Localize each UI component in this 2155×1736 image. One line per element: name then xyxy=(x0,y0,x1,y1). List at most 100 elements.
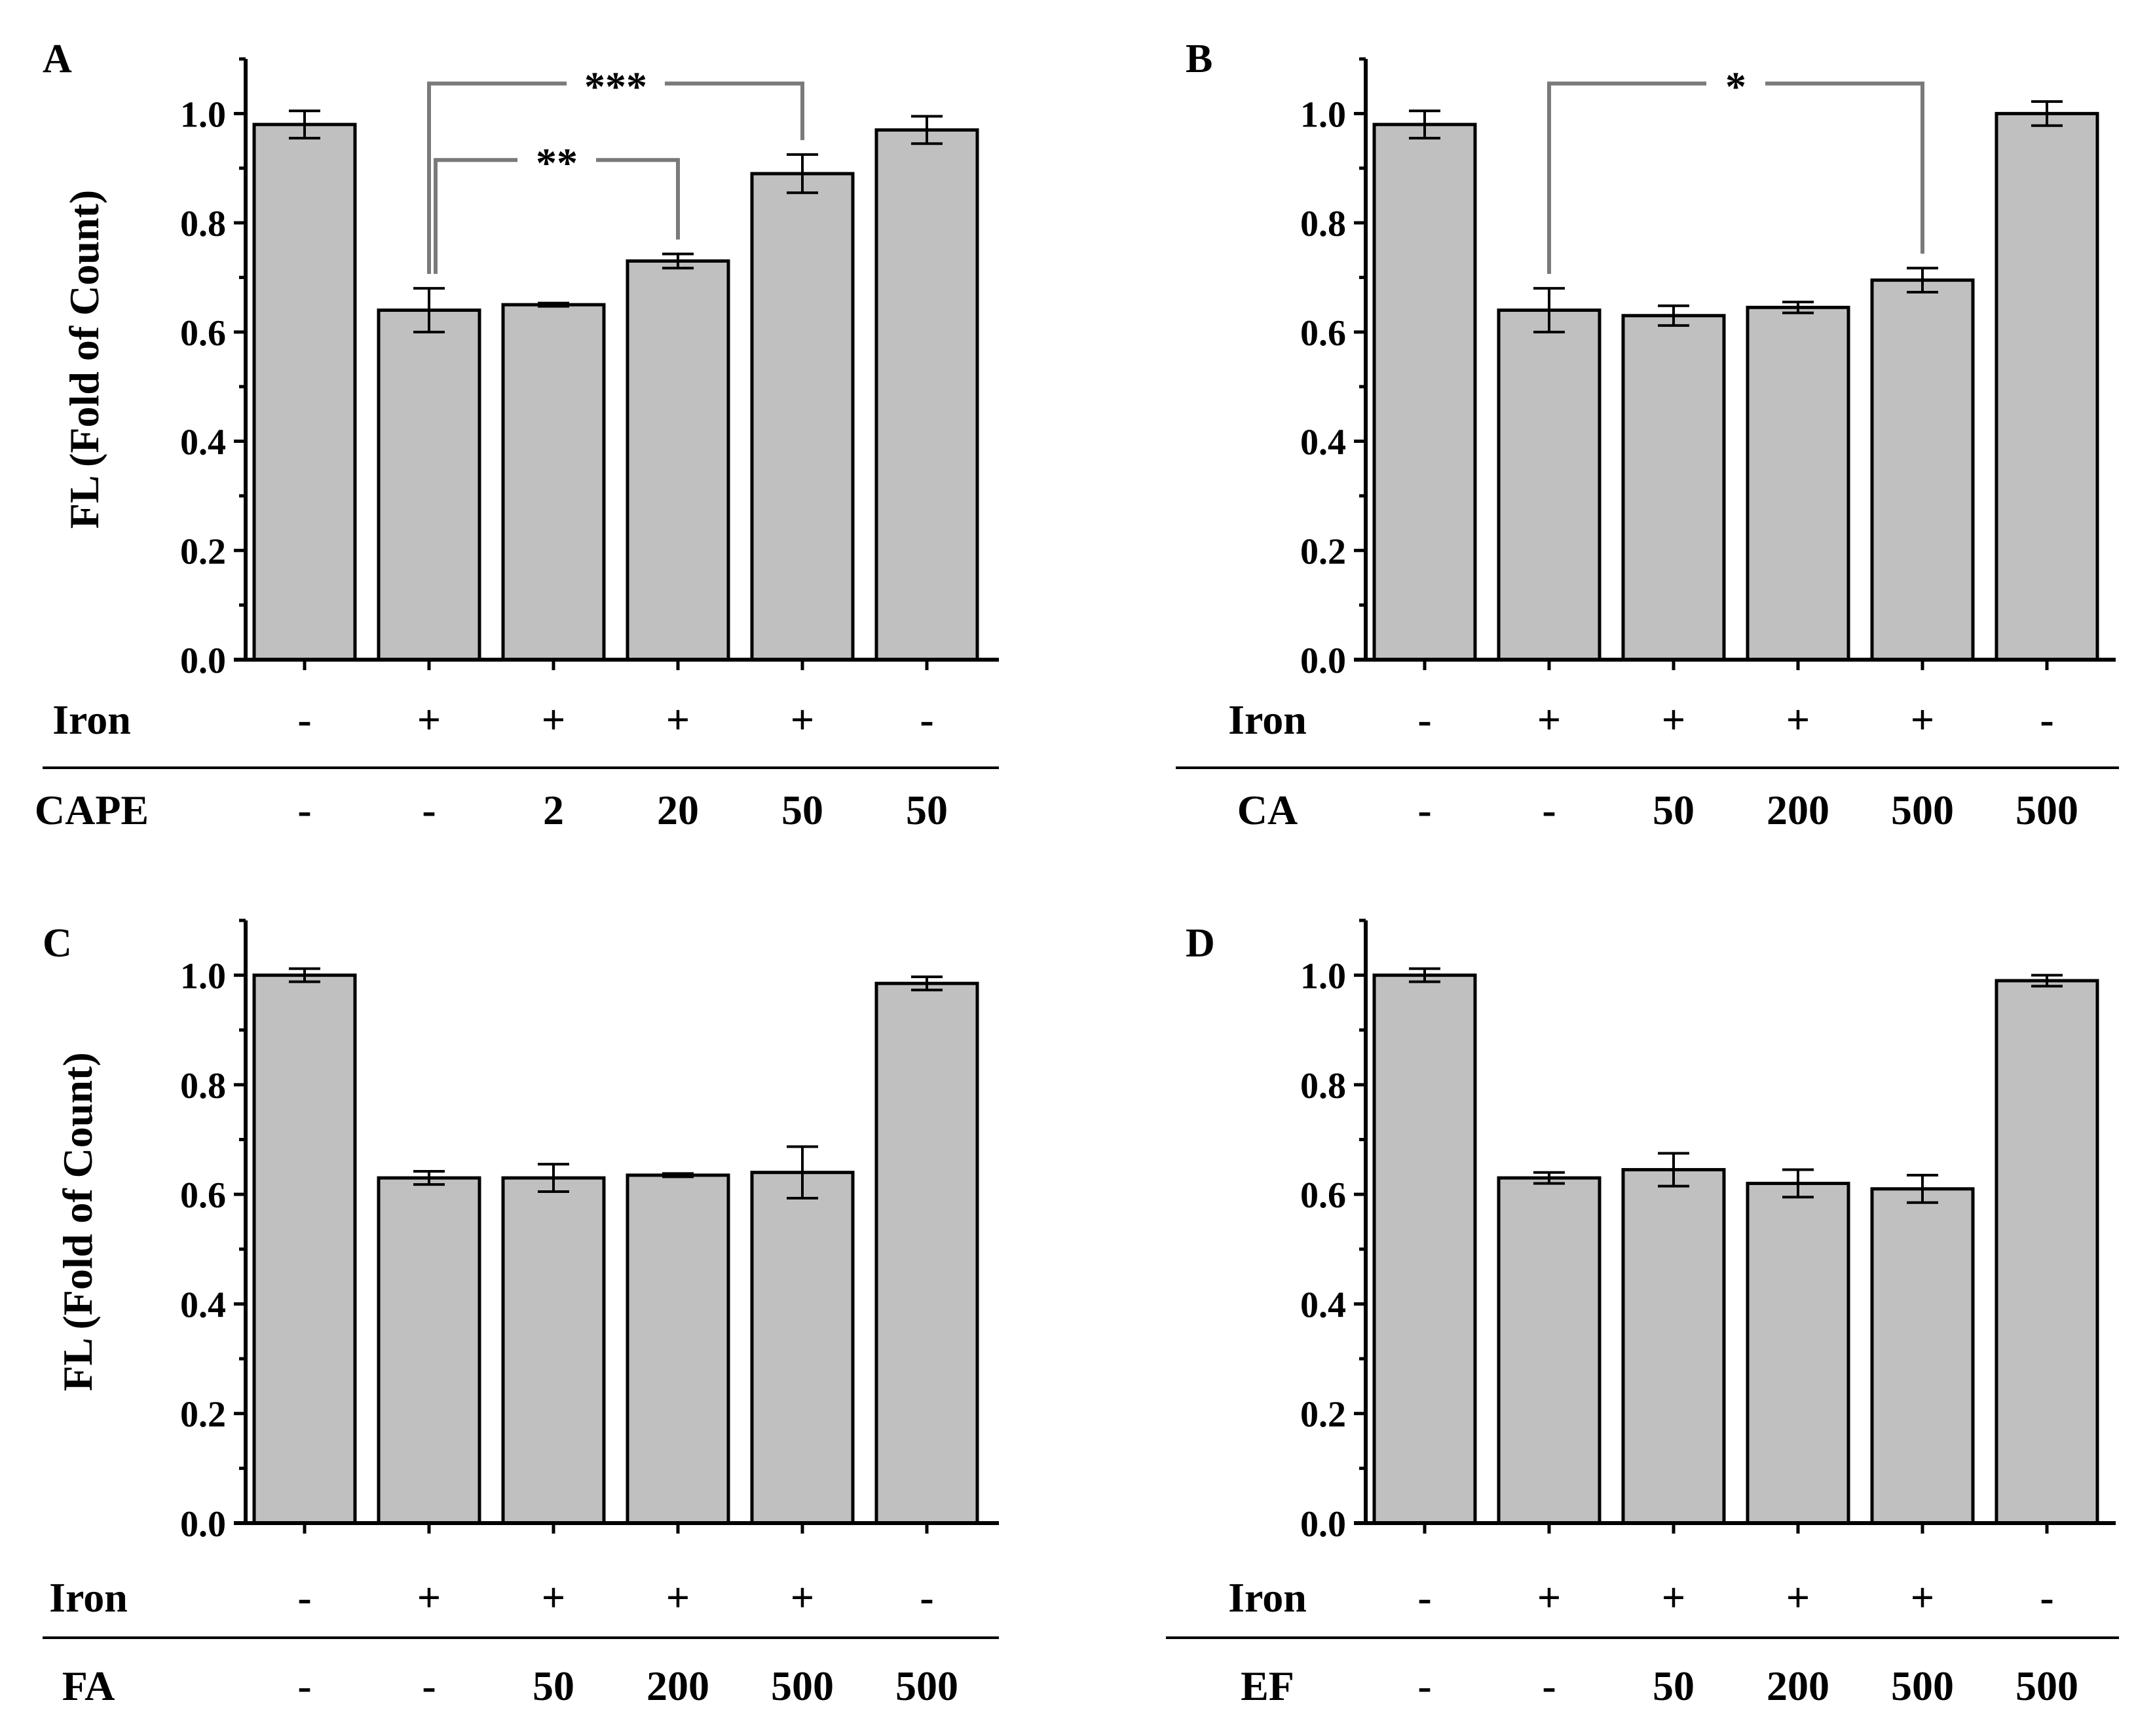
iron-cell: - xyxy=(1417,696,1431,743)
panel-letter: D xyxy=(1186,921,1215,966)
iron-cell: - xyxy=(2040,1574,2053,1621)
bar xyxy=(1497,308,1602,662)
panel-c: C FL (Fold of Count) 0.0 0.2 0.4 0.6 0.8 1.0 Iro… xyxy=(43,918,999,1709)
row-label-compound: FA xyxy=(62,1663,115,1709)
iron-cell: - xyxy=(2040,696,2053,743)
y-tick-label: 0.4 xyxy=(180,423,226,463)
compound-cell: - xyxy=(297,787,311,833)
iron-cell: + xyxy=(1537,696,1561,743)
y-tick-label: 0.0 xyxy=(180,1504,226,1545)
bar xyxy=(1746,1181,1850,1525)
bar xyxy=(626,259,730,662)
y-tick-label: 1.0 xyxy=(1300,956,1346,997)
iron-cell: + xyxy=(791,1574,814,1621)
iron-cell: + xyxy=(1786,696,1810,743)
compound-cell: 500 xyxy=(2015,1663,2078,1709)
iron-cell: + xyxy=(1662,696,1685,743)
bar xyxy=(1497,1176,1602,1525)
y-tick-label: 0.8 xyxy=(1300,204,1346,244)
y-tick-label: 0.4 xyxy=(180,1285,226,1325)
y-tick-label: 1.0 xyxy=(1300,94,1346,135)
significance-bracket xyxy=(1765,81,1924,254)
y-tick-label: 0.6 xyxy=(180,313,226,354)
y-tick-label: 0.8 xyxy=(180,1066,226,1106)
compound-cell: - xyxy=(422,1663,436,1709)
panel-b: B 0.0 0.2 0.4 0.6 0.8 1.0 * Iron - + + + + - CA - - 50 200 5… xyxy=(1176,37,2119,833)
bar xyxy=(1995,111,2099,662)
panel-a: A FL (Fold of Count) 0.0 0.2 0.4 0.6 0.8 1.0 ***… xyxy=(35,37,999,833)
compound-cell: - xyxy=(1542,1663,1556,1709)
compound-cell: 50 xyxy=(1653,787,1695,833)
iron-cell: + xyxy=(1911,1574,1934,1621)
y-tick-label: 0.4 xyxy=(1300,423,1346,463)
significance-label: *** xyxy=(584,64,647,110)
compound-cell: 500 xyxy=(1891,1663,1954,1709)
y-tick-label: 0.2 xyxy=(1300,531,1346,572)
iron-cell: + xyxy=(417,696,441,743)
iron-cell: + xyxy=(666,696,690,743)
y-tick-label: 0.2 xyxy=(180,531,226,572)
y-tick-label: 1.0 xyxy=(180,94,226,135)
compound-cell: - xyxy=(1417,787,1431,833)
bar xyxy=(874,128,979,662)
y-tick-label: 0.6 xyxy=(180,1175,226,1216)
row-label-compound: EF xyxy=(1241,1663,1294,1709)
y-tick-label: 0.0 xyxy=(1300,641,1346,681)
y-tick-label: 0.6 xyxy=(1300,313,1346,354)
row-label-compound: CAPE xyxy=(35,787,149,833)
compound-cell: 500 xyxy=(2015,787,2078,833)
bar xyxy=(750,172,855,662)
row-label-iron: Iron xyxy=(1228,696,1307,743)
y-tick-label: 0.6 xyxy=(1300,1175,1346,1216)
y-tick-label: 0.2 xyxy=(180,1395,226,1435)
significance-label: * xyxy=(1725,64,1746,110)
compound-cell: - xyxy=(1542,787,1556,833)
significance-bracket xyxy=(1547,81,1706,274)
bar xyxy=(750,1171,855,1525)
row-label-iron: Iron xyxy=(52,696,131,743)
iron-cell: - xyxy=(297,1574,311,1621)
bar xyxy=(874,981,979,1525)
iron-cell: - xyxy=(920,1574,933,1621)
bar xyxy=(1746,305,1850,662)
bar xyxy=(1372,973,1477,1525)
significance-label: ** xyxy=(536,140,578,186)
panel-letter: C xyxy=(43,921,72,966)
compound-cell: - xyxy=(297,1663,311,1709)
y-tick-label: 0.4 xyxy=(1300,1285,1346,1325)
bar xyxy=(1372,123,1477,662)
bar xyxy=(1995,979,2099,1525)
significance-bracket xyxy=(427,81,567,274)
bar xyxy=(626,1173,730,1525)
iron-cell: - xyxy=(1417,1574,1431,1621)
bar xyxy=(1621,1168,1726,1525)
bar xyxy=(501,303,606,662)
y-tick-label: 0.2 xyxy=(1300,1395,1346,1435)
y-tick-label: 1.0 xyxy=(180,956,226,997)
compound-cell: 50 xyxy=(1653,1663,1695,1709)
panel-d: D 0.0 0.2 0.4 0.6 0.8 1.0 Iron - + + + + - EF - - 50 200 50… xyxy=(1166,918,2119,1709)
compound-cell: 500 xyxy=(1891,787,1954,833)
y-tick-label: 0.0 xyxy=(180,641,226,681)
bar xyxy=(377,1176,481,1525)
row-label-iron: Iron xyxy=(49,1574,128,1621)
compound-cell: 2 xyxy=(543,787,564,833)
compound-cell: 500 xyxy=(771,1663,834,1709)
iron-cell: + xyxy=(666,1574,690,1621)
y-axis-label: FL (Fold of Count) xyxy=(61,190,107,529)
iron-cell: + xyxy=(542,696,565,743)
compound-cell: 50 xyxy=(906,787,948,833)
compound-cell: 50 xyxy=(781,787,823,833)
panel-letter: A xyxy=(43,37,72,81)
panel-letter: B xyxy=(1186,37,1212,81)
significance-bracket xyxy=(665,81,804,140)
bar xyxy=(1870,1187,1975,1525)
bar xyxy=(1621,314,1726,662)
compound-cell: 500 xyxy=(895,1663,958,1709)
compound-cell: 50 xyxy=(533,1663,574,1709)
y-tick-label: 0.0 xyxy=(1300,1504,1346,1545)
iron-cell: + xyxy=(542,1574,565,1621)
iron-cell: - xyxy=(297,696,311,743)
compound-cell: - xyxy=(1417,1663,1431,1709)
